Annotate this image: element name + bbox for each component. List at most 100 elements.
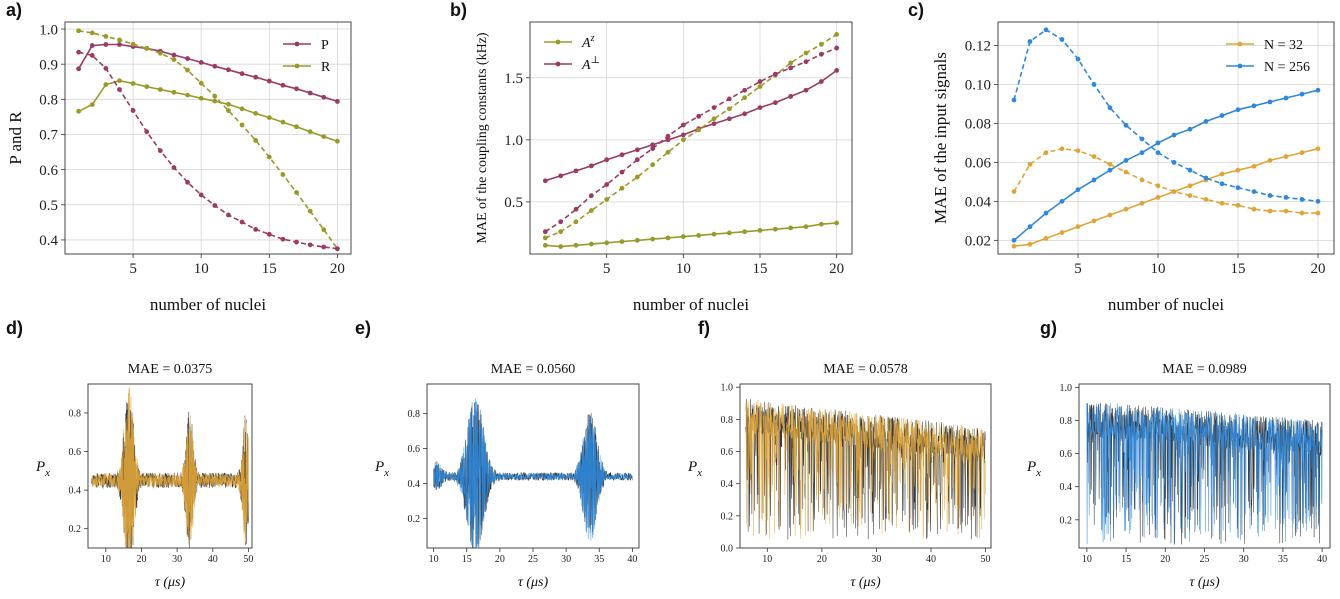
data-point [1315, 87, 1321, 93]
reconstructed-signal-line [745, 399, 986, 539]
data-point [76, 28, 82, 34]
data-point [89, 102, 95, 108]
data-point [253, 138, 259, 143]
data-point [266, 115, 272, 121]
chart-title: MAE = 0.0375 [128, 362, 213, 377]
y-tick-label: 0.8 [39, 93, 58, 109]
plot-frame [426, 383, 640, 549]
y-tick-label: 0.08 [965, 117, 991, 133]
data-point [185, 56, 190, 61]
plot-area-c [1011, 27, 1321, 249]
data-point [1011, 189, 1017, 195]
data-point [1267, 193, 1273, 198]
data-point [171, 165, 177, 170]
series-line-a-z [545, 222, 837, 248]
y-tick-label: 0.5 [39, 198, 58, 214]
data-point [171, 52, 177, 58]
data-point [726, 116, 732, 122]
data-point [757, 84, 763, 89]
data-point [1171, 132, 1177, 138]
data-point [89, 30, 95, 36]
data-point [1107, 212, 1113, 218]
data-point [1043, 27, 1049, 33]
data-point [1011, 243, 1017, 249]
x-tick-label: 35 [1278, 554, 1288, 565]
y-tick-label: 0.4 [39, 233, 58, 249]
x-axis-label: number of nuclei [1108, 295, 1224, 314]
data-point [171, 89, 177, 95]
data-point [185, 179, 190, 185]
data-point [103, 82, 109, 87]
data-point [307, 208, 313, 214]
legend-entry: R [321, 60, 331, 75]
data-point [680, 132, 686, 138]
x-tick-label: 15 [462, 554, 472, 565]
data-point [711, 105, 717, 111]
data-point [89, 52, 95, 58]
x-tick-label: 25 [528, 554, 538, 565]
data-point [742, 111, 748, 117]
legend-entry: A⊥ [581, 55, 600, 73]
data-point [665, 149, 671, 155]
data-point [834, 220, 840, 226]
data-point [1299, 210, 1305, 216]
x-tick-label: 20 [1160, 554, 1170, 565]
data-point [334, 246, 340, 252]
data-point [321, 244, 327, 250]
data-point [280, 236, 286, 242]
panel-c: c) 5 10 15 20 0.02 0.04 0.06 0.08 0.10 0.12 number … [908, 0, 1335, 314]
x-tick-label: 20 [829, 261, 844, 277]
data-point [76, 108, 82, 114]
legend-marker [294, 41, 300, 47]
data-point [1123, 122, 1129, 128]
y-tick-label: 0.4 [69, 486, 82, 497]
data-point [711, 116, 717, 122]
data-point [117, 37, 122, 43]
x-tick-label: 15 [262, 261, 277, 277]
data-point [117, 42, 122, 47]
data-point [294, 86, 299, 92]
legend-entry: N = 256 [1264, 60, 1310, 75]
data-point [1219, 200, 1225, 206]
x-tick-label: 20 [495, 554, 505, 565]
data-point [1139, 150, 1145, 156]
x-axis-label: τ (μs) [1189, 575, 1220, 590]
x-tick-label: 50 [981, 554, 991, 565]
series-line-blue-dashed [1013, 28, 1319, 203]
plot-area-d [91, 387, 249, 548]
data-point [573, 242, 579, 248]
panel-label-e: e) [355, 318, 371, 338]
y-tick-label: 0.2 [721, 511, 734, 522]
data-point [89, 43, 95, 48]
x-tick-label: 15 [1121, 554, 1131, 565]
data-point [772, 226, 778, 232]
data-point [130, 41, 136, 47]
data-point [558, 219, 564, 225]
data-point [818, 221, 824, 227]
data-point [157, 87, 163, 92]
data-point [103, 66, 109, 71]
data-point [1251, 206, 1257, 212]
data-point [680, 122, 686, 128]
data-point [239, 122, 245, 128]
data-point [1155, 140, 1161, 146]
data-point [76, 49, 82, 55]
plot-area-a [76, 28, 340, 252]
panel-label-d: d) [6, 318, 23, 338]
data-point [1251, 189, 1257, 195]
x-tick-label: 15 [1231, 261, 1246, 277]
data-point [1251, 163, 1257, 169]
data-point [711, 121, 717, 127]
data-point [588, 241, 594, 247]
data-point [542, 235, 548, 241]
plot-area-b [542, 32, 840, 249]
data-point [742, 87, 748, 93]
data-point [788, 94, 794, 99]
data-point [253, 226, 259, 232]
x-tick-label: 5 [129, 261, 137, 277]
data-point [711, 231, 717, 237]
y-tick-label: 1.0 [504, 133, 523, 149]
x-tick-label: 10 [1151, 261, 1166, 277]
data-point [1299, 91, 1305, 97]
data-point [117, 78, 122, 84]
